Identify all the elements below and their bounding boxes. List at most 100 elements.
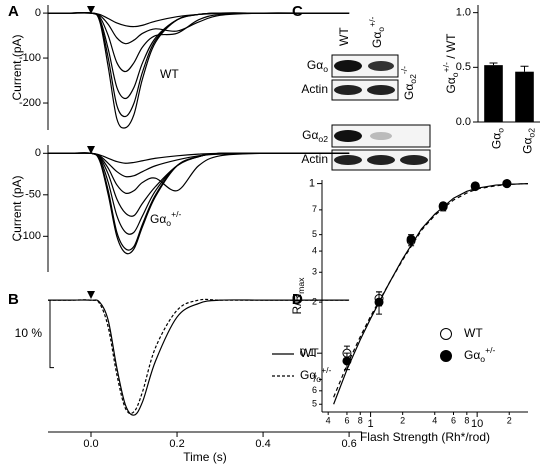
y-tick-label: 5 bbox=[312, 229, 317, 239]
scale-bar bbox=[49, 299, 54, 369]
blot-row-label: Actin bbox=[301, 152, 328, 166]
trace bbox=[47, 152, 350, 251]
y-tick-label: 0.1 bbox=[300, 347, 315, 359]
blot-band bbox=[368, 61, 394, 71]
blot-column-label-text: Gα bbox=[370, 32, 384, 48]
legend-label: WT bbox=[300, 346, 319, 360]
blot-row-label: Actin bbox=[301, 82, 328, 96]
legend-label: Gαo+/- bbox=[464, 345, 496, 364]
legend-label-sub: o bbox=[480, 354, 485, 364]
blot-column-label: Gαo+/- bbox=[367, 16, 386, 48]
bar bbox=[484, 65, 503, 122]
blot-strip bbox=[331, 79, 399, 101]
x-tick-label: 0.2 bbox=[169, 438, 184, 450]
error-bar bbox=[489, 62, 498, 66]
legend-label: WT bbox=[464, 326, 483, 340]
blot-column-label-sub: o bbox=[376, 27, 386, 32]
blot-row-label: Gαo2 bbox=[302, 128, 328, 144]
blot-column-label: WT bbox=[337, 27, 351, 46]
y-tick-label: 7 bbox=[312, 374, 317, 384]
y-tick-label: 1.0 bbox=[456, 7, 471, 19]
blot-band bbox=[367, 155, 395, 165]
x-tick-label: 10 bbox=[471, 418, 483, 430]
x-tick-label: Gαo bbox=[490, 128, 506, 149]
blot-band bbox=[334, 85, 362, 95]
blot-column-label-sup: +/- bbox=[367, 16, 377, 26]
y-tick-label: 6 bbox=[312, 385, 317, 395]
y-axis-label-sub: max bbox=[296, 277, 306, 294]
y-axis-label-tail: / WT bbox=[444, 33, 458, 62]
trace bbox=[48, 11, 350, 129]
blot-row-label: Gαo bbox=[307, 58, 328, 74]
x-tick-label: 0.4 bbox=[255, 438, 270, 450]
y-tick-label: -100 bbox=[19, 52, 41, 64]
blot-band bbox=[334, 60, 362, 72]
y-tick-label: 5 bbox=[312, 399, 317, 409]
annotation-sub: o bbox=[166, 218, 171, 228]
trace bbox=[48, 11, 350, 118]
blot-column-label-text: Gα bbox=[402, 84, 416, 100]
trace bbox=[47, 298, 350, 415]
y-tick-label: 3 bbox=[312, 267, 317, 277]
x-tick-label-sub: o2 bbox=[527, 128, 537, 138]
y-axis-label: Gαo+/- / WT bbox=[441, 33, 460, 94]
blot-row-label-text: Gα bbox=[307, 58, 323, 72]
marker bbox=[502, 179, 512, 189]
y-axis-label-sup: +/- bbox=[441, 62, 451, 72]
flash-marker bbox=[87, 6, 96, 14]
y-axis-label: Current (pA) bbox=[10, 175, 24, 241]
panel-label: C bbox=[292, 3, 303, 20]
x-tick-label: 2 bbox=[507, 415, 512, 425]
error-bar bbox=[520, 65, 529, 72]
y-axis-label-text: R/R bbox=[290, 293, 304, 314]
x-tick-label: 6 bbox=[344, 415, 349, 425]
fit-line bbox=[333, 182, 529, 405]
fit-line bbox=[333, 182, 529, 398]
x-tick-label: Gαo2 bbox=[521, 128, 537, 154]
legend-label-sup: +/- bbox=[321, 365, 331, 375]
legend-swatch bbox=[440, 328, 452, 340]
y-axis-label: Current (pA) bbox=[10, 34, 24, 100]
trace bbox=[48, 12, 350, 45]
flash-marker bbox=[87, 146, 96, 154]
y-tick-label: 0 bbox=[35, 7, 41, 19]
western-blot bbox=[331, 54, 431, 171]
blot-row-label-sub: o2 bbox=[318, 134, 328, 144]
panel-label: A bbox=[8, 3, 19, 20]
blot-column-label: Gαo2-/- bbox=[399, 66, 418, 100]
legend-label-text: Gα bbox=[300, 368, 316, 382]
y-tick-label: 4 bbox=[312, 245, 317, 255]
trace bbox=[47, 299, 350, 416]
y-tick-label: 1 bbox=[309, 177, 315, 189]
blot-band bbox=[334, 130, 362, 142]
blot-row-label-text: Gα bbox=[302, 128, 318, 142]
legend-swatch bbox=[440, 350, 452, 362]
x-tick-label-sub: o bbox=[496, 128, 506, 133]
x-tick-label-text: Gα bbox=[490, 133, 504, 149]
legend-label-sup: +/- bbox=[485, 345, 495, 355]
y-tick-label: 0.0 bbox=[456, 116, 471, 128]
annotation: Gαo+/- bbox=[150, 209, 182, 228]
panel-label: B bbox=[8, 291, 19, 308]
x-axis-label: Flash Strength (Rh*/rod) bbox=[360, 430, 490, 444]
blot-column-label-sub: o2 bbox=[408, 74, 418, 84]
bar bbox=[515, 71, 534, 122]
legend-label-sub: o bbox=[316, 374, 321, 384]
y-tick-label: -50 bbox=[25, 189, 41, 201]
legend-label-text: Gα bbox=[464, 348, 480, 362]
trace bbox=[47, 152, 350, 255]
x-tick-label: 8 bbox=[358, 415, 363, 425]
x-tick-label: 4 bbox=[326, 415, 331, 425]
y-tick-label: -200 bbox=[19, 97, 41, 109]
x-tick-label: 2 bbox=[400, 415, 405, 425]
scale-bar-label: 10 % bbox=[15, 326, 43, 340]
blot-row-label-sub: o bbox=[323, 64, 328, 74]
x-tick-label: 0.6 bbox=[341, 438, 356, 450]
y-tick-label: 0 bbox=[35, 147, 41, 159]
blot-band bbox=[400, 155, 428, 165]
x-tick-label-text: Gα bbox=[521, 138, 535, 154]
blot-column-label-sup: -/- bbox=[399, 66, 409, 74]
annotation-text: Gα bbox=[150, 212, 166, 226]
x-tick-label: 8 bbox=[464, 415, 469, 425]
